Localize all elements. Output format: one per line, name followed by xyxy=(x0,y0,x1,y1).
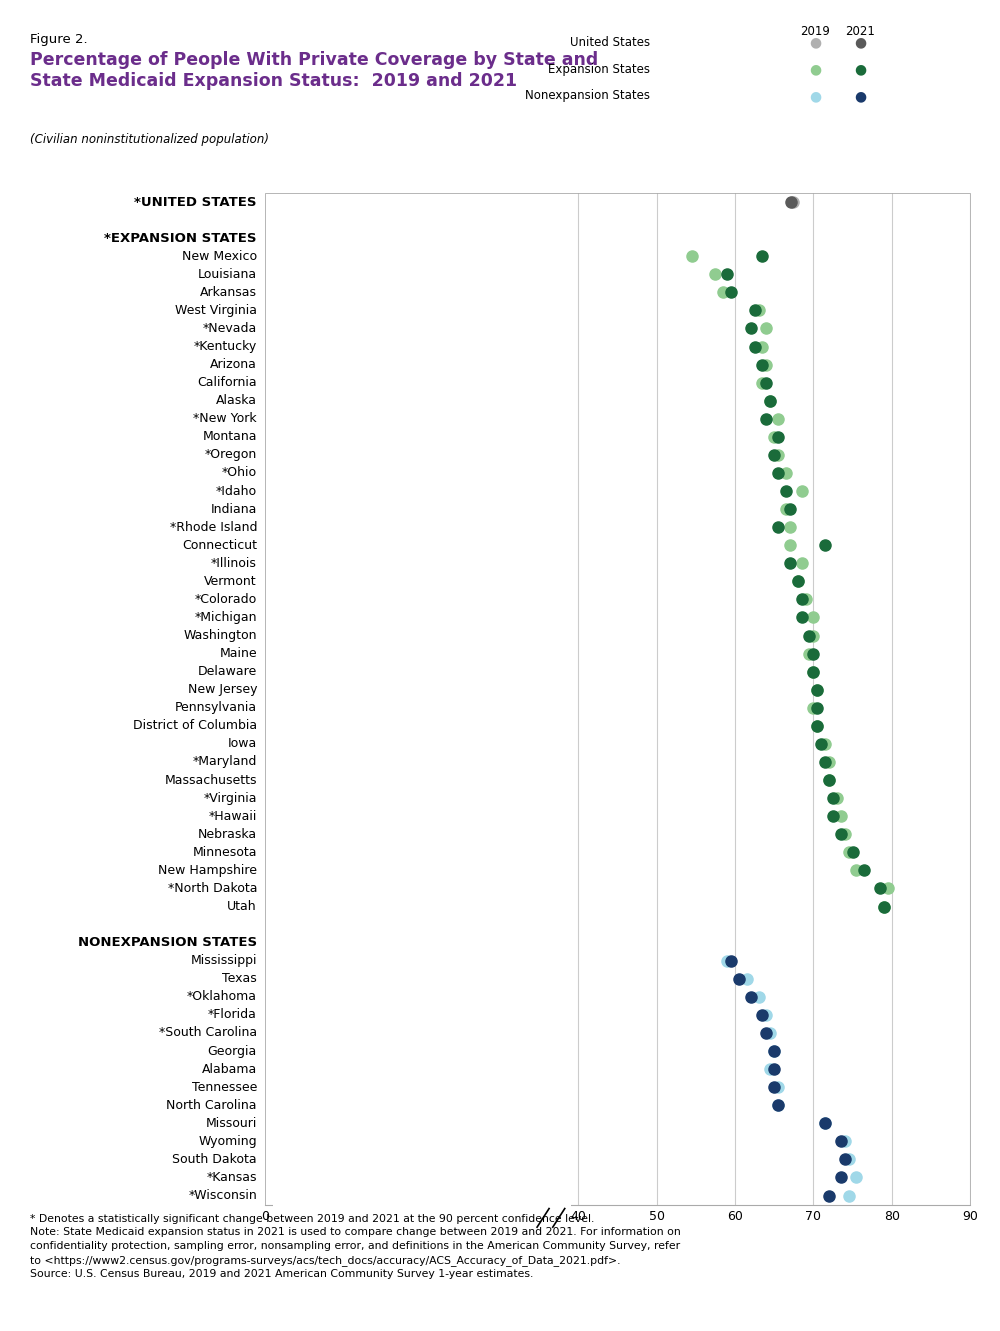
Text: Minnesota: Minnesota xyxy=(192,845,257,858)
Text: *EXPANSION STATES: *EXPANSION STATES xyxy=(104,232,257,245)
Text: Connecticut: Connecticut xyxy=(182,539,257,552)
Text: (Civilian noninstitutionalized population): (Civilian noninstitutionalized populatio… xyxy=(30,133,269,146)
Text: Wyoming: Wyoming xyxy=(198,1135,257,1147)
Text: Georgia: Georgia xyxy=(208,1045,257,1058)
Text: Texas: Texas xyxy=(222,972,257,985)
Text: *New York: *New York xyxy=(193,413,257,426)
Text: *Kansas: *Kansas xyxy=(207,1171,257,1185)
Text: Montana: Montana xyxy=(202,430,257,443)
Text: *UNITED STATES: *UNITED STATES xyxy=(134,196,257,209)
Text: ●: ● xyxy=(854,63,866,76)
Text: Mississippi: Mississippi xyxy=(190,954,257,968)
Text: Delaware: Delaware xyxy=(198,666,257,679)
Text: *Wisconsin: *Wisconsin xyxy=(188,1189,257,1202)
Text: *Florida: *Florida xyxy=(208,1009,257,1021)
Text: ●: ● xyxy=(854,36,866,49)
Text: *Nevada: *Nevada xyxy=(203,322,257,335)
Text: *Kentucky: *Kentucky xyxy=(194,339,257,353)
Text: New Hampshire: New Hampshire xyxy=(158,864,257,877)
Text: *Rhode Island: *Rhode Island xyxy=(170,520,257,534)
Text: * Denotes a statistically significant change between 2019 and 2021 at the 90 per: * Denotes a statistically significant ch… xyxy=(30,1214,681,1279)
Text: Alaska: Alaska xyxy=(216,394,257,407)
Text: *Hawaii: *Hawaii xyxy=(209,809,257,823)
Text: Figure 2.: Figure 2. xyxy=(30,33,88,47)
Text: New Mexico: New Mexico xyxy=(182,250,257,262)
Text: Missouri: Missouri xyxy=(206,1117,257,1130)
Text: Maine: Maine xyxy=(219,647,257,660)
Text: ●: ● xyxy=(809,89,821,102)
Text: ●: ● xyxy=(809,36,821,49)
Text: *North Dakota: *North Dakota xyxy=(168,882,257,894)
Text: *Virginia: *Virginia xyxy=(204,792,257,805)
Text: New Jersey: New Jersey xyxy=(188,683,257,696)
Text: United States: United States xyxy=(570,36,650,49)
Text: West Virginia: West Virginia xyxy=(175,303,257,317)
Text: 2021: 2021 xyxy=(845,25,875,39)
Text: Louisiana: Louisiana xyxy=(198,268,257,281)
Text: South Dakota: South Dakota xyxy=(172,1153,257,1166)
Text: California: California xyxy=(197,377,257,389)
Text: Massachusetts: Massachusetts xyxy=(164,773,257,787)
Text: District of Columbia: District of Columbia xyxy=(133,719,257,732)
Text: Tennessee: Tennessee xyxy=(192,1081,257,1094)
Text: NONEXPANSION STATES: NONEXPANSION STATES xyxy=(78,936,257,949)
Text: ●: ● xyxy=(809,63,821,76)
Text: Alabama: Alabama xyxy=(202,1062,257,1075)
Text: *Maryland: *Maryland xyxy=(193,756,257,768)
Text: *Oklahoma: *Oklahoma xyxy=(187,990,257,1004)
Text: Vermont: Vermont xyxy=(204,575,257,588)
Text: Percentage of People With Private Coverage by State and
State Medicaid Expansion: Percentage of People With Private Covera… xyxy=(30,51,598,91)
Text: Indiana: Indiana xyxy=(211,503,257,515)
Text: Expansion States: Expansion States xyxy=(548,63,650,76)
Text: *Michigan: *Michigan xyxy=(194,611,257,624)
Text: 2019: 2019 xyxy=(800,25,830,39)
Text: Arizona: Arizona xyxy=(210,358,257,371)
Text: Nebraska: Nebraska xyxy=(198,828,257,841)
Text: North Carolina: North Carolina xyxy=(166,1098,257,1111)
Text: *Oregon: *Oregon xyxy=(205,449,257,462)
Text: *South Carolina: *South Carolina xyxy=(159,1026,257,1040)
Text: Nonexpansion States: Nonexpansion States xyxy=(525,89,650,102)
Text: *Idaho: *Idaho xyxy=(216,484,257,498)
Text: *Colorado: *Colorado xyxy=(195,592,257,606)
Text: Arkansas: Arkansas xyxy=(200,286,257,299)
Text: Washington: Washington xyxy=(184,630,257,642)
Text: *Illinois: *Illinois xyxy=(211,556,257,570)
Text: *Ohio: *Ohio xyxy=(222,466,257,479)
Text: ●: ● xyxy=(854,89,866,102)
Text: Utah: Utah xyxy=(227,900,257,913)
Text: Iowa: Iowa xyxy=(228,737,257,751)
Text: Pennsylvania: Pennsylvania xyxy=(175,701,257,715)
